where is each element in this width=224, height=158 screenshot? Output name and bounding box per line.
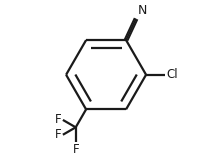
Text: F: F [72,143,79,156]
Text: N: N [137,4,147,17]
Text: Cl: Cl [166,68,178,81]
Text: F: F [55,128,62,141]
Text: F: F [55,113,62,126]
